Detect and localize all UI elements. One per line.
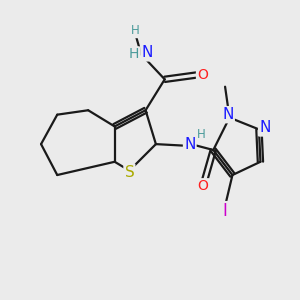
Text: S: S [124,165,134,180]
Text: O: O [197,68,208,82]
Text: I: I [223,202,227,220]
Text: H: H [197,128,206,141]
Text: N: N [184,136,195,152]
Text: N: N [222,107,234,122]
Text: H: H [129,47,139,61]
Text: N: N [141,45,153,60]
Text: H: H [131,24,140,37]
Text: O: O [198,179,208,193]
Text: N: N [259,120,271,135]
